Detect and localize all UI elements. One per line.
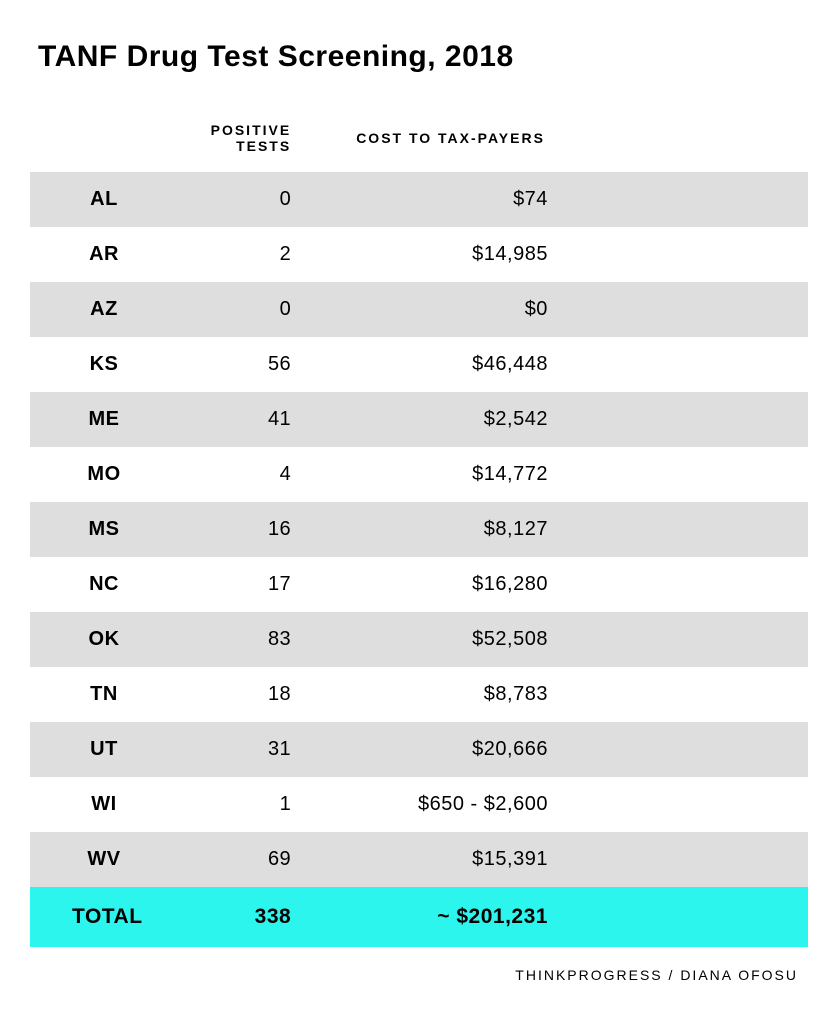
header-state-blank xyxy=(30,112,170,172)
cell-state: NC xyxy=(30,557,170,612)
table-row: NC17$16,280 xyxy=(30,557,808,612)
cell-cost: $74 xyxy=(341,172,668,227)
cell-tests: 4 xyxy=(170,447,341,502)
cell-tests: 16 xyxy=(170,502,341,557)
table-row: TN18$8,783 xyxy=(30,667,808,722)
cell-cost: $0 xyxy=(341,282,668,337)
total-tests: 338 xyxy=(170,887,341,947)
total-label: TOTAL xyxy=(30,887,170,947)
cell-tests: 83 xyxy=(170,612,341,667)
header-pad xyxy=(668,112,808,172)
cell-state: OK xyxy=(30,612,170,667)
cell-pad xyxy=(668,557,808,612)
table-row: AZ0$0 xyxy=(30,282,808,337)
cell-state: AL xyxy=(30,172,170,227)
cell-cost: $20,666 xyxy=(341,722,668,777)
table-row: KS56$46,448 xyxy=(30,337,808,392)
cell-state: AR xyxy=(30,227,170,282)
cell-tests: 56 xyxy=(170,337,341,392)
cell-state: TN xyxy=(30,667,170,722)
cell-tests: 2 xyxy=(170,227,341,282)
table-row: OK83$52,508 xyxy=(30,612,808,667)
cell-pad xyxy=(668,447,808,502)
cell-tests: 0 xyxy=(170,172,341,227)
table-row: WV69$15,391 xyxy=(30,832,808,887)
header-cost: COST TO TAX-PAYERS xyxy=(341,112,668,172)
cell-tests: 41 xyxy=(170,392,341,447)
cell-tests: 31 xyxy=(170,722,341,777)
page-title: TANF Drug Test Screening, 2018 xyxy=(38,40,808,74)
table-row: ME41$2,542 xyxy=(30,392,808,447)
cell-tests: 18 xyxy=(170,667,341,722)
cell-cost: $14,772 xyxy=(341,447,668,502)
cell-cost: $14,985 xyxy=(341,227,668,282)
cell-tests: 17 xyxy=(170,557,341,612)
total-cost: ~ $201,231 xyxy=(341,887,668,947)
table-row: MS16$8,127 xyxy=(30,502,808,557)
header-tests: POSITIVE TESTS xyxy=(170,112,341,172)
cell-state: UT xyxy=(30,722,170,777)
cell-pad xyxy=(668,887,808,947)
cell-state: KS xyxy=(30,337,170,392)
cell-pad xyxy=(668,722,808,777)
cell-pad xyxy=(668,502,808,557)
cell-pad xyxy=(668,227,808,282)
cell-pad xyxy=(668,612,808,667)
cell-pad xyxy=(668,777,808,832)
cell-pad xyxy=(668,392,808,447)
cell-pad xyxy=(668,337,808,392)
cell-cost: $52,508 xyxy=(341,612,668,667)
cell-state: WI xyxy=(30,777,170,832)
cell-state: MS xyxy=(30,502,170,557)
data-table: POSITIVE TESTS COST TO TAX-PAYERS AL0$74… xyxy=(30,112,808,947)
cell-state: WV xyxy=(30,832,170,887)
cell-pad xyxy=(668,282,808,337)
cell-pad xyxy=(668,172,808,227)
cell-cost: $8,127 xyxy=(341,502,668,557)
table-row: WI1$650 - $2,600 xyxy=(30,777,808,832)
cell-cost: $2,542 xyxy=(341,392,668,447)
cell-state: ME xyxy=(30,392,170,447)
cell-cost: $8,783 xyxy=(341,667,668,722)
cell-cost: $46,448 xyxy=(341,337,668,392)
cell-pad xyxy=(668,832,808,887)
cell-tests: 69 xyxy=(170,832,341,887)
cell-tests: 0 xyxy=(170,282,341,337)
header-row: POSITIVE TESTS COST TO TAX-PAYERS xyxy=(30,112,808,172)
table-row: MO4$14,772 xyxy=(30,447,808,502)
table-row: UT31$20,666 xyxy=(30,722,808,777)
total-row: TOTAL338~ $201,231 xyxy=(30,887,808,947)
cell-cost: $15,391 xyxy=(341,832,668,887)
cell-tests: 1 xyxy=(170,777,341,832)
cell-state: AZ xyxy=(30,282,170,337)
table-row: AR2$14,985 xyxy=(30,227,808,282)
credit-line: THINKPROGRESS / DIANA OFOSU xyxy=(30,967,808,983)
cell-pad xyxy=(668,667,808,722)
table-row: AL0$74 xyxy=(30,172,808,227)
cell-cost: $650 - $2,600 xyxy=(341,777,668,832)
cell-cost: $16,280 xyxy=(341,557,668,612)
cell-state: MO xyxy=(30,447,170,502)
